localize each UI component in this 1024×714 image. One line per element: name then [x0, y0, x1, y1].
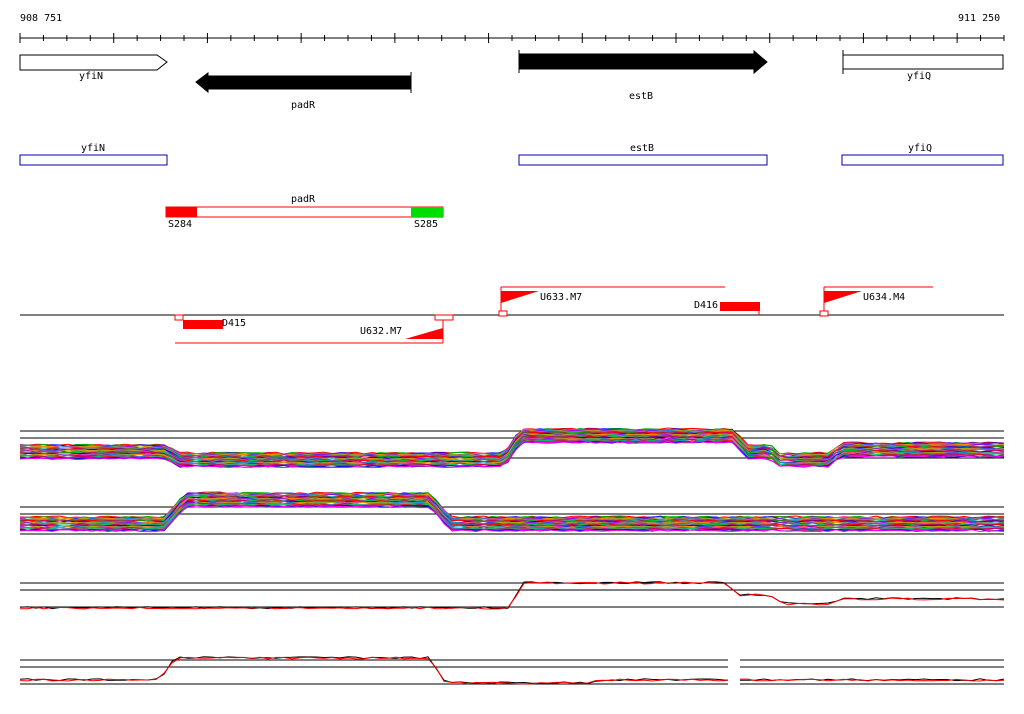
gene-arrow-estB[interactable] — [518, 49, 768, 75]
expression-tracks — [19, 427, 1005, 690]
feature-U633-M7[interactable] — [498, 286, 725, 317]
label-box-yfiQ: yfiQ — [908, 143, 933, 154]
expression-track-1 — [19, 427, 1005, 469]
operon-end-block — [411, 207, 443, 217]
label-arrow-estB: estB — [629, 91, 654, 102]
start-coordinate: 908 751 — [20, 13, 63, 24]
gene-arrow-yfiQ[interactable] — [842, 54, 1004, 70]
label-operon: padR — [291, 194, 316, 205]
label-arrow-yfiQ: yfiQ — [907, 71, 932, 82]
label-feature-D415: D415 — [222, 318, 247, 329]
label-box-yfiN: yfiN — [81, 143, 106, 154]
label-box-estB: estB — [630, 143, 655, 154]
label-feature-U632-M7: U632.M7 — [360, 326, 403, 337]
label-operon-end: S285 — [414, 219, 439, 230]
gene-box-yfiQ[interactable] — [841, 154, 1004, 166]
label-arrow-yfiN: yfiN — [79, 71, 104, 82]
gene-arrow-yfiN[interactable] — [19, 54, 168, 71]
label-feature-U634-M4: U634.M4 — [863, 292, 906, 303]
expression-track-3 — [19, 581, 1005, 610]
gene-box-yfiN[interactable] — [19, 154, 168, 166]
end-coordinate: 911 250 — [958, 13, 1001, 24]
feature-U634-M4[interactable] — [819, 286, 933, 317]
expression-track-4 — [19, 655, 1005, 690]
feature-D415[interactable] — [174, 314, 223, 329]
feature-U632-M7[interactable] — [175, 314, 454, 344]
label-arrow-padR: padR — [291, 100, 316, 111]
gene-arrow-padR[interactable] — [195, 72, 412, 94]
feature-D416[interactable] — [720, 302, 760, 315]
gene-box-estB[interactable] — [518, 154, 768, 166]
ruler — [19, 33, 1005, 43]
expression-track-2 — [19, 491, 1005, 535]
label-feature-U633-M7: U633.M7 — [540, 292, 583, 303]
label-operon-start: S284 — [168, 219, 193, 230]
operon-start-block — [166, 207, 197, 217]
label-feature-D416: D416 — [694, 300, 719, 311]
operon-padR[interactable] — [165, 206, 444, 218]
